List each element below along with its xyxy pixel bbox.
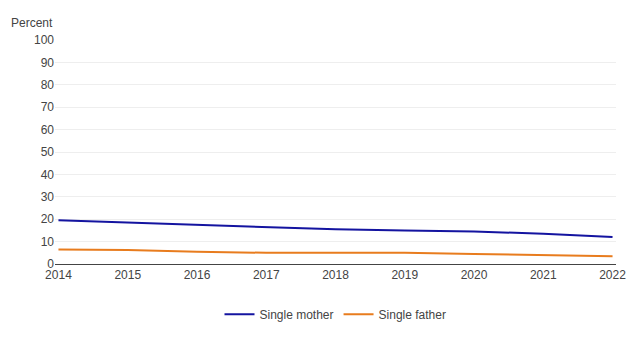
svg-text:20: 20 [41, 212, 55, 226]
svg-text:100: 100 [34, 33, 54, 47]
svg-text:Single father: Single father [379, 308, 446, 322]
svg-text:2018: 2018 [322, 268, 349, 282]
svg-text:Percent: Percent [11, 16, 53, 30]
svg-text:90: 90 [41, 56, 55, 70]
svg-text:10: 10 [41, 235, 55, 249]
svg-text:50: 50 [41, 145, 55, 159]
svg-text:2019: 2019 [391, 268, 418, 282]
svg-text:2015: 2015 [114, 268, 141, 282]
svg-text:2020: 2020 [461, 268, 488, 282]
svg-text:2016: 2016 [184, 268, 211, 282]
svg-text:2021: 2021 [530, 268, 557, 282]
svg-text:0: 0 [47, 257, 54, 271]
svg-text:70: 70 [41, 100, 55, 114]
svg-text:30: 30 [41, 190, 55, 204]
svg-text:60: 60 [41, 123, 55, 137]
svg-text:Single mother: Single mother [260, 308, 334, 322]
svg-text:2017: 2017 [253, 268, 280, 282]
svg-text:40: 40 [41, 168, 55, 182]
svg-text:2022: 2022 [599, 268, 626, 282]
svg-text:2014: 2014 [45, 268, 72, 282]
svg-text:80: 80 [41, 78, 55, 92]
